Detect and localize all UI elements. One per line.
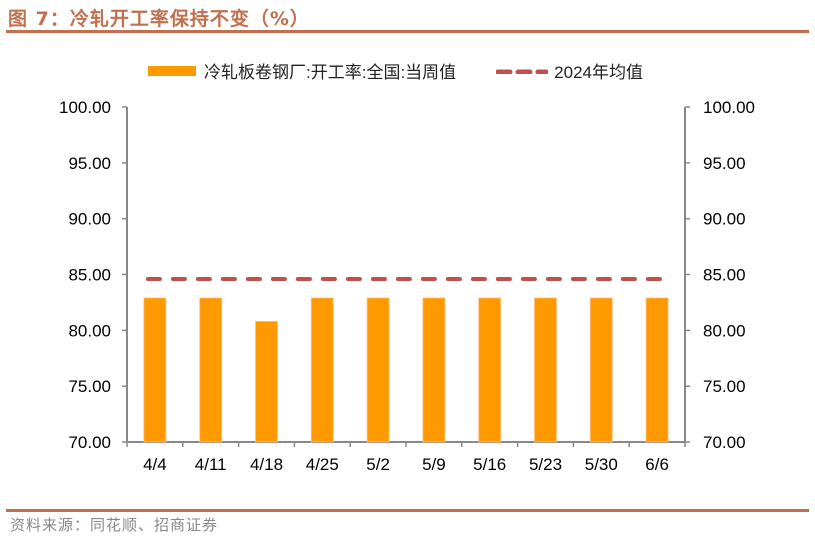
bar: [310, 297, 334, 443]
y-tick-label-right: 75.00: [703, 377, 746, 396]
x-tick-label: 5/30: [585, 455, 618, 474]
chart-area: 70.00 70.00 75.00 75.00 80.00 80.00 85.00 85.00…: [59, 98, 755, 474]
x-tick-label: 4/4: [143, 455, 167, 474]
y-tick-label-right: 100.00: [703, 98, 755, 117]
x-tick-label: 5/9: [422, 455, 446, 474]
y-tick-label-right: 85.00: [703, 266, 746, 285]
x-tick-label: 5/23: [529, 455, 562, 474]
y-tick-label-left: 100.00: [59, 98, 111, 117]
bar: [422, 297, 446, 443]
bar: [478, 297, 502, 443]
bar: [366, 297, 390, 443]
y-tick-label-left: 95.00: [68, 154, 111, 173]
x-tick-label: 4/18: [250, 455, 283, 474]
y-tick-label-left: 85.00: [68, 266, 111, 285]
bar: [143, 297, 167, 443]
legend-bar-swatch: [148, 65, 196, 76]
bar: [534, 297, 557, 443]
title-divider: [6, 30, 809, 33]
bar: [589, 297, 613, 443]
x-tick-label: 6/6: [645, 455, 669, 474]
source-divider: [6, 509, 809, 512]
y-tick-label-right: 70.00: [703, 433, 746, 452]
x-tick-label: 4/11: [195, 455, 227, 474]
x-tick-label: 4/25: [306, 455, 339, 474]
chart-title: 图 7：冷轧开工率保持不变（%）: [8, 8, 310, 30]
y-tick-label-left: 80.00: [68, 321, 111, 340]
bar: [199, 297, 223, 443]
source-note: 资料来源：同花顺、招商证券: [10, 516, 219, 534]
y-tick-label-left: 90.00: [68, 210, 111, 229]
legend-bar-label: 冷轧板卷钢厂:开工率:全国:当周值: [204, 63, 457, 82]
y-tick-label-left: 75.00: [68, 377, 111, 396]
bar: [255, 320, 278, 443]
y-tick-label-right: 95.00: [703, 154, 746, 173]
x-tick-label: 5/2: [366, 455, 390, 474]
y-tick-label-right: 80.00: [703, 321, 746, 340]
bar: [645, 297, 669, 443]
y-tick-label-left: 70.00: [68, 433, 111, 452]
legend-line-label: 2024年均值: [554, 63, 643, 82]
x-tick-label: 5/16: [473, 455, 506, 474]
legend: 冷轧板卷钢厂:开工率:全国:当周值 2024年均值: [148, 58, 643, 83]
y-tick-label-right: 90.00: [703, 210, 746, 229]
legend-dash-swatch: [496, 69, 549, 74]
